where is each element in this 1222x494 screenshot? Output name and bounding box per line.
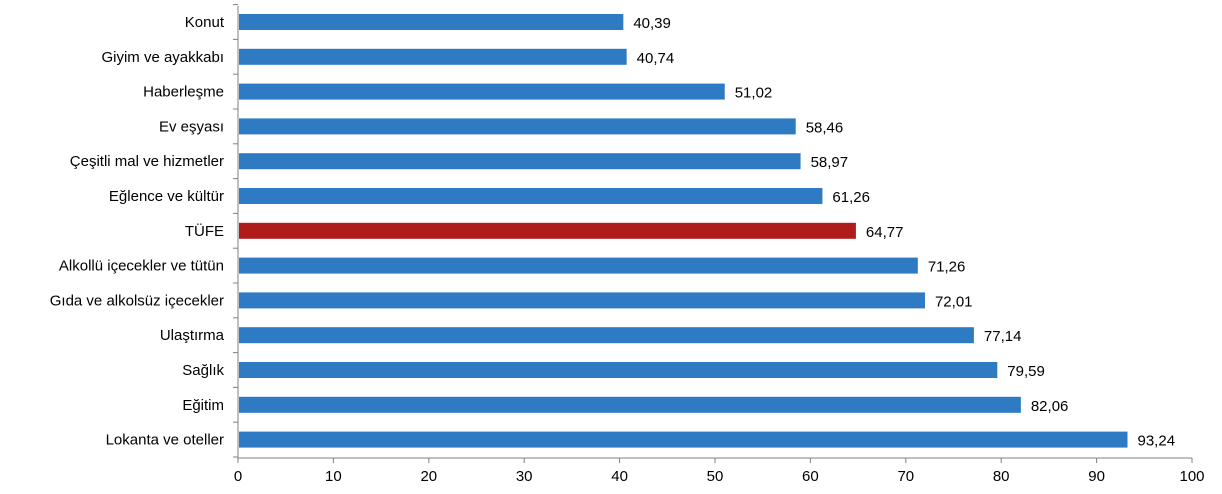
x-tick-label: 50 [707, 468, 724, 485]
category-label: Haberleşme [143, 84, 224, 101]
category-label: Gıda ve alkolsüz içecekler [50, 292, 224, 309]
x-tick-label: 80 [993, 468, 1010, 485]
bar [239, 362, 998, 378]
category-label: Çeşitli mal ve hizmetler [70, 153, 224, 170]
value-label: 79,59 [1007, 363, 1045, 380]
x-tick-label: 90 [1088, 468, 1105, 485]
value-label: 82,06 [1031, 398, 1069, 415]
value-label: 58,46 [806, 119, 844, 136]
x-tick-label: 40 [611, 468, 628, 485]
bar [239, 292, 925, 309]
bar [239, 48, 627, 65]
bar [239, 118, 796, 135]
category-label: Alkollü içecekler ve tütün [59, 258, 224, 275]
value-label: 58,97 [811, 154, 849, 171]
category-label: TÜFE [185, 222, 224, 240]
x-tick-label: 70 [897, 468, 914, 485]
labels-layer: 0 10 20 30 40 50 60 70 80 90 100 Konut 40,39 Giyim ve… [50, 14, 1205, 485]
value-label: 40,74 [637, 50, 675, 67]
bar [239, 396, 1021, 413]
value-label: 51,02 [735, 85, 773, 102]
category-label: Eğlence ve kültür [109, 188, 224, 205]
category-label: Sağlık [182, 362, 224, 379]
value-label: 64,77 [866, 224, 904, 241]
value-label: 77,14 [984, 328, 1022, 345]
value-label: 72,01 [935, 293, 973, 310]
x-tick-label: 60 [802, 468, 819, 485]
x-tick-label: 100 [1179, 468, 1204, 485]
value-label: 61,26 [832, 189, 870, 206]
x-tick-label: 30 [516, 468, 533, 485]
value-label: 93,24 [1138, 433, 1176, 450]
bar-highlight [239, 222, 856, 239]
category-label: Eğitim [182, 397, 224, 414]
bars-layer [239, 14, 1128, 448]
bar [239, 83, 725, 100]
x-tick-label: 0 [234, 468, 242, 485]
x-tick-label: 20 [420, 468, 437, 485]
axis-layer [233, 4, 1193, 463]
x-tick-label: 10 [325, 468, 342, 485]
category-label: Lokanta ve oteller [106, 432, 224, 449]
bar [239, 14, 624, 30]
bar [239, 257, 918, 274]
bar [239, 327, 974, 344]
value-label: 40,39 [633, 15, 671, 32]
bar [239, 153, 801, 170]
category-label: Ev eşyası [159, 118, 224, 135]
value-label: 71,26 [928, 259, 966, 276]
category-label: Giyim ve ayakkabı [101, 49, 224, 66]
bar [239, 431, 1128, 448]
category-label: Konut [185, 14, 225, 31]
category-label: Ulaştırma [160, 327, 225, 344]
bar [239, 188, 823, 204]
